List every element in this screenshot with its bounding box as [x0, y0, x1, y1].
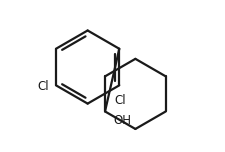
Text: Cl: Cl — [114, 93, 125, 107]
Text: OH: OH — [113, 114, 131, 127]
Text: Cl: Cl — [37, 80, 48, 93]
